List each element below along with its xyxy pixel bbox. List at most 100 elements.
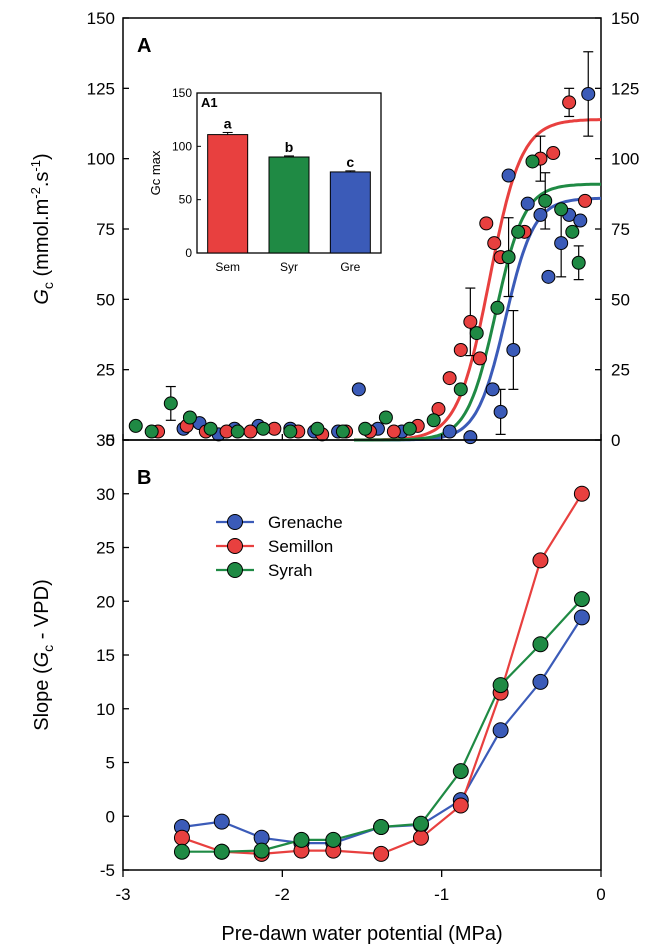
ylabel-g: G (31, 289, 53, 305)
point-semillon (573, 485, 590, 502)
x-tick-label: 0 (596, 885, 605, 904)
point-grenache (581, 86, 596, 101)
point-grenache (573, 213, 588, 228)
point-grenache (485, 382, 500, 397)
fit-curve-grenache (354, 196, 601, 442)
legend-label: Syrah (268, 561, 312, 580)
y-tick-label: 25 (96, 539, 115, 558)
y-tick-label-right: 0 (611, 431, 620, 450)
point-syrah (452, 763, 469, 780)
point-syrah (402, 421, 417, 436)
point-semillon (532, 552, 549, 569)
point-syrah (373, 819, 390, 835)
y-tick-label: 50 (96, 290, 115, 309)
inset-y-tick-label: 150 (172, 86, 192, 100)
legend: Grenache Semillon Syrah (216, 513, 343, 580)
legend-marker (227, 562, 243, 578)
legend-label: Semillon (268, 537, 333, 556)
point-syrah (256, 421, 271, 436)
y-tick-label: 35 (96, 431, 115, 450)
x-axis-label: Pre-dawn water potential (MPa) (221, 923, 502, 945)
panel-a-left-ticks: 0 25 50 75 100 125 150 (87, 9, 602, 450)
y-tick-label: 0 (106, 807, 115, 826)
point-semillon (578, 193, 593, 208)
point-semillon (472, 351, 487, 366)
y-tick-label-right: 75 (611, 220, 630, 239)
legend-marker (227, 538, 243, 554)
point-semillon (463, 314, 478, 329)
ylabel-sup-1: -2 (28, 187, 43, 199)
y-tick-label: 5 (106, 754, 115, 773)
point-syrah (144, 424, 159, 439)
y-tick-label: 10 (96, 700, 115, 719)
bar-letter: c (346, 154, 354, 170)
y-tick-label: 150 (87, 9, 115, 28)
point-grenache (533, 207, 548, 222)
point-syrah (253, 842, 270, 859)
panel-a-curves (354, 118, 601, 442)
y-tick-label-right: 125 (611, 79, 639, 98)
inset-y-tick-label: 50 (179, 193, 193, 207)
b-ylabel-c-sub: c (40, 645, 56, 652)
bar-letter: b (285, 139, 294, 155)
point-grenache (213, 813, 230, 830)
point-syrah (469, 326, 484, 341)
point-syrah (511, 224, 526, 239)
point-semillon (562, 95, 577, 110)
point-syrah (182, 410, 197, 425)
point-semillon (173, 829, 190, 846)
y-tick-label: 125 (87, 79, 115, 98)
point-semillon (373, 845, 390, 862)
ylabel-sup-2: -1 (28, 160, 43, 172)
point-syrah (310, 421, 325, 436)
point-grenache (520, 196, 535, 211)
y-tick-label: 0 (106, 431, 115, 450)
point-syrah (501, 250, 516, 265)
fit-curve-semillon (354, 118, 601, 442)
inset-y-tick-label: 0 (185, 246, 192, 260)
ylabel-unit-2: .s (31, 172, 53, 188)
point-syrah (525, 154, 540, 169)
point-syrah (173, 843, 190, 860)
point-semillon (479, 216, 494, 231)
panel-b-label: B (137, 467, 151, 489)
point-syrah (325, 831, 342, 848)
y-tick-label: 20 (96, 592, 115, 611)
point-syrah (490, 300, 505, 315)
inset-x-label: Sem (215, 260, 240, 274)
bar-gre (329, 171, 371, 254)
panel-a-points (128, 86, 596, 445)
series-line-syrah (182, 598, 583, 853)
legend-marker (227, 514, 243, 530)
point-grenache (463, 430, 478, 445)
ylabel-c-sub: c (40, 282, 56, 289)
panel-b-y-ticks: -5 0 5 10 15 20 25 30 35 (96, 431, 129, 880)
point-syrah (293, 831, 310, 848)
point-syrah (358, 421, 373, 436)
point-semillon (386, 424, 401, 439)
x-tick-label: -3 (115, 885, 130, 904)
panel-a-right-ticks: 0 25 50 75 100 125 150 (595, 9, 639, 450)
point-semillon (243, 424, 258, 439)
point-syrah (283, 424, 298, 439)
b-ylabel-2: - VPD) (31, 579, 53, 645)
point-semillon (487, 236, 502, 251)
x-tick-label: -2 (275, 885, 290, 904)
point-syrah (492, 677, 509, 694)
inset-ylabel: Gc max (148, 150, 163, 195)
point-semillon (453, 342, 468, 357)
point-syrah (203, 421, 218, 436)
point-grenache (506, 342, 521, 357)
inset-x-label: Syr (280, 260, 298, 274)
b-ylabel-1: Slope ( (31, 667, 53, 731)
panel-a-label: A (137, 35, 151, 57)
point-syrah (230, 424, 245, 439)
inset-bars: a b c (207, 115, 371, 254)
b-ylabel-g: G (31, 652, 53, 668)
point-grenache (554, 236, 569, 251)
y-tick-label: 25 (96, 361, 115, 380)
point-syrah (532, 636, 549, 653)
ylabel-unit-3: ) (31, 153, 53, 160)
inset-ticks: Sem Syr Gre 0 50 100 150 (172, 86, 361, 274)
